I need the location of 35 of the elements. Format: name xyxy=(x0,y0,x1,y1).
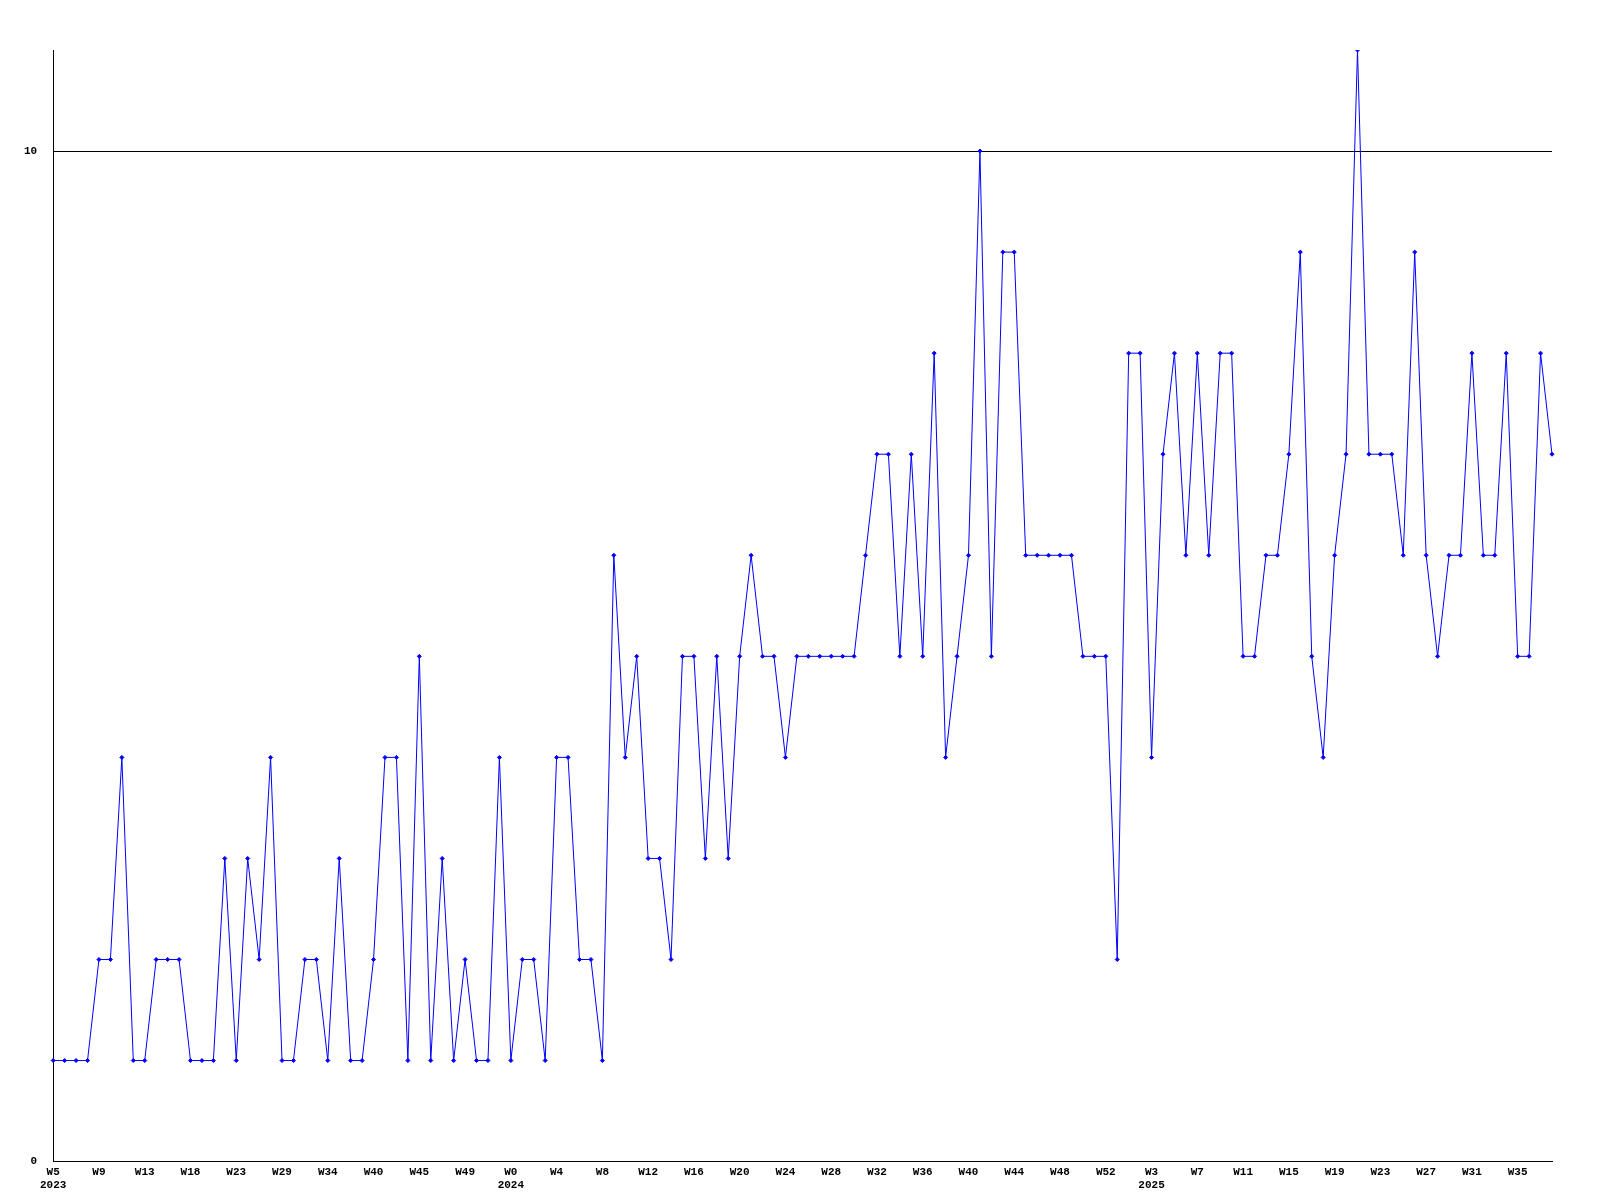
x-tick-label: W29 xyxy=(272,1165,292,1178)
x-tick-label: W32 xyxy=(867,1165,887,1178)
y-tick-label: 0 xyxy=(30,1155,38,1168)
x-tick-label: W48 xyxy=(1050,1165,1071,1178)
x-tick-label: W49 xyxy=(455,1165,475,1178)
x-tick-label: W18 xyxy=(180,1165,201,1178)
x-tick-label: W35 xyxy=(1507,1165,1528,1178)
x-tick-label: W24 xyxy=(775,1165,796,1178)
x-tick-label: W9 xyxy=(92,1165,106,1178)
x-tick-label: W3 2025 xyxy=(1138,1165,1166,1192)
x-tick-label: W31 xyxy=(1462,1165,1483,1178)
x-tick-label: W36 xyxy=(912,1165,933,1178)
y-tick-label: 10 xyxy=(24,144,38,157)
x-tick-label: W34 xyxy=(317,1165,339,1178)
x-tick-label: W7 xyxy=(1190,1165,1204,1178)
x-tick-label: W15 xyxy=(1278,1165,1300,1178)
x-tick-label: W13 xyxy=(134,1165,156,1178)
x-tick-label: W28 xyxy=(821,1165,842,1178)
x-tick-label: W19 xyxy=(1324,1165,1345,1178)
x-tick-label: W8 xyxy=(595,1165,610,1178)
x-tick-label: W44 xyxy=(1004,1165,1025,1178)
x-tick-label: W16 xyxy=(684,1165,704,1178)
x-tick-label: W4 xyxy=(550,1165,564,1178)
x-tick-label: W0 2024 xyxy=(497,1165,525,1192)
x-tick-label: W20 xyxy=(729,1165,750,1178)
x-tick-label: W27 xyxy=(1416,1165,1437,1178)
x-tick-label: W23 xyxy=(226,1165,247,1178)
x-tick-label: W45 xyxy=(409,1165,430,1178)
x-tick-label: W40 xyxy=(363,1165,384,1178)
x-tick-label: W11 xyxy=(1233,1165,1254,1178)
x-tick-label: W23 xyxy=(1370,1165,1391,1178)
x-tick-label: W52 xyxy=(1095,1165,1116,1178)
x-tick-label: W12 xyxy=(638,1165,659,1178)
x-tick-label: W40 xyxy=(958,1165,979,1178)
x-tick-label: W5 2023 xyxy=(40,1165,67,1192)
